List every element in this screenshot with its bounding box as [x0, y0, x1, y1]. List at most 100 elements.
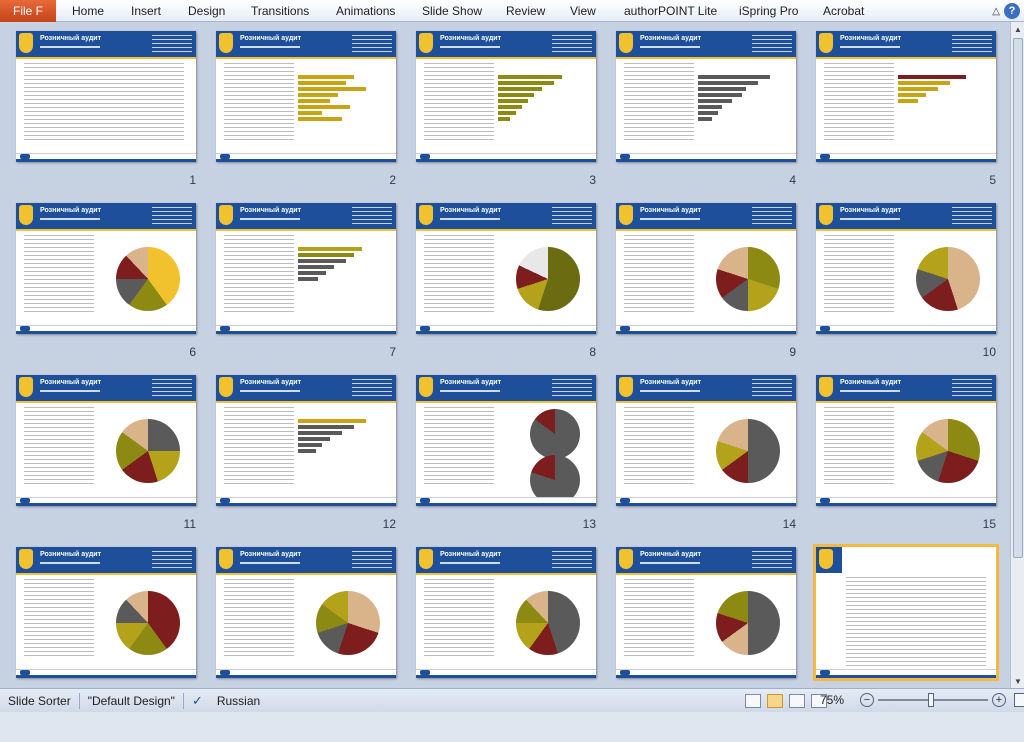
tab-view[interactable]: View	[570, 4, 596, 18]
slide-title: Розничный аудит	[640, 551, 701, 558]
status-bar: Slide Sorter "Default Design" ✓ Russian …	[0, 688, 1024, 712]
logo-icon	[819, 205, 833, 225]
logo-icon	[219, 377, 233, 397]
slide-thumbnail[interactable]: Розничный аудит	[616, 375, 796, 506]
slide-number: 13	[582, 517, 596, 531]
slide-thumbnail[interactable]: Розничный аудит	[416, 547, 596, 678]
logo-icon	[19, 33, 33, 53]
tab-ispring-pro[interactable]: iSpring Pro	[739, 4, 799, 18]
fit-to-window-button[interactable]	[1014, 693, 1024, 707]
slide-title: Розничный аудит	[440, 207, 501, 214]
slide-thumbnail[interactable]: Розничный аудит	[616, 547, 796, 678]
window-bottom-edge	[0, 712, 1024, 742]
logo-icon	[619, 33, 633, 53]
slide-number: 11	[183, 517, 196, 531]
slide-title: Розничный аудит	[440, 35, 501, 42]
slide-thumbnail[interactable]: Розничный аудит	[16, 203, 196, 334]
slide-number: 10	[982, 345, 996, 359]
slide-thumbnail[interactable]: Розничный аудит	[16, 31, 196, 162]
slide-title: Розничный аудит	[440, 379, 501, 386]
slide-thumbnail[interactable]: Розничный аудит	[416, 203, 596, 334]
logo-icon	[819, 549, 833, 569]
slide-thumbnail[interactable]: Розничный аудит	[216, 31, 396, 162]
slide-thumbnail[interactable]: Розничный аудит	[16, 547, 196, 678]
minimize-ribbon-icon[interactable]: △	[992, 5, 1000, 17]
slide-thumbnail[interactable]: Розничный аудит	[216, 375, 396, 506]
slide-number: 5	[989, 173, 996, 187]
logo-icon	[619, 377, 633, 397]
slide-number: 6	[189, 345, 196, 359]
theme-name[interactable]: "Default Design"	[87, 693, 175, 708]
logo-icon	[219, 549, 233, 569]
logo-icon	[19, 377, 33, 397]
scroll-thumb[interactable]	[1013, 38, 1023, 558]
tab-design[interactable]: Design	[188, 4, 226, 18]
logo-icon	[419, 549, 433, 569]
scroll-up-icon[interactable]: ▲	[1014, 24, 1022, 34]
slide-show-button[interactable]	[811, 694, 827, 708]
slide-title: Розничный аудит	[840, 35, 901, 42]
slide-title: Розничный аудит	[440, 551, 501, 558]
slide-title: Розничный аудит	[40, 207, 101, 214]
slide-title: Розничный аудит	[640, 35, 701, 42]
slide-thumbnail[interactable]: Розничный аудит	[616, 203, 796, 334]
slide-thumbnail[interactable]: Розничный аудит	[416, 375, 596, 506]
logo-icon	[219, 205, 233, 225]
slide-title: Розничный аудит	[40, 379, 101, 386]
slide-number: 14	[782, 517, 796, 531]
slide-thumbnail-selected[interactable]	[813, 544, 999, 681]
tab-slide-show[interactable]: Slide Show	[422, 4, 483, 18]
logo-icon	[619, 549, 633, 569]
slide-title: Розничный аудит	[240, 551, 301, 558]
tab-authorpoint-lite[interactable]: authorPOINT Lite	[624, 4, 718, 18]
slide-title: Розничный аудит	[40, 35, 101, 42]
slide-thumbnail[interactable]: Розничный аудит	[816, 203, 996, 334]
tab-transitions[interactable]: Transitions	[251, 4, 310, 18]
zoom-out-button[interactable]: −	[860, 693, 874, 707]
slide-thumbnail[interactable]: Розничный аудит	[416, 31, 596, 162]
logo-icon	[419, 33, 433, 53]
zoom-in-button[interactable]: +	[992, 693, 1006, 707]
slide-number: 1	[189, 173, 196, 187]
tab-insert[interactable]: Insert	[131, 4, 162, 18]
slide-number: 8	[589, 345, 596, 359]
help-icon[interactable]: ?	[1004, 3, 1020, 19]
vertical-scrollbar[interactable]: ▲ ▼	[1010, 22, 1024, 688]
slide-number: 7	[389, 345, 396, 359]
slide-thumbnail[interactable]: Розничный аудит	[216, 203, 396, 334]
slide-thumbnail[interactable]: Розничный аудит	[216, 547, 396, 678]
reading-view-button[interactable]	[789, 694, 805, 708]
tab-acrobat[interactable]: Acrobat	[823, 4, 865, 18]
logo-icon	[419, 205, 433, 225]
language-indicator[interactable]: Russian	[216, 693, 261, 708]
zoom-slider[interactable]	[878, 693, 988, 707]
slide-sorter-area: Розничный аудит 1 Розничный аудит 2 Розн…	[0, 22, 1010, 703]
slide-title: Розничный аудит	[40, 551, 101, 558]
spellcheck-icon[interactable]: ✓	[191, 692, 203, 708]
slide-title: Розничный аудит	[640, 379, 701, 386]
slide-number: 9	[789, 345, 796, 359]
view-name: Slide Sorter	[8, 693, 71, 708]
normal-view-button[interactable]	[745, 694, 761, 708]
slide-number: 3	[589, 173, 596, 187]
slide-thumbnail[interactable]: Розничный аудит	[616, 31, 796, 162]
slide-thumbnail[interactable]: Розничный аудит	[16, 375, 196, 506]
logo-icon	[819, 33, 833, 53]
tab-animations[interactable]: Animations	[336, 4, 396, 18]
ribbon-controls: △ ?	[992, 3, 1020, 19]
slide-thumbnail[interactable]: Розничный аудит	[816, 31, 996, 162]
scroll-down-icon[interactable]: ▼	[1014, 676, 1022, 686]
slide-thumbnail[interactable]: Розничный аудит	[816, 375, 996, 506]
logo-icon	[19, 549, 33, 569]
slide-sorter-view-button[interactable]	[767, 694, 783, 708]
slide-number: 15	[982, 517, 996, 531]
tab-home[interactable]: Home	[72, 4, 105, 18]
slide-title: Розничный аудит	[840, 207, 901, 214]
tab-review[interactable]: Review	[506, 4, 546, 18]
slide-title: Розничный аудит	[240, 379, 301, 386]
logo-icon	[419, 377, 433, 397]
tab-file[interactable]: File F	[0, 0, 56, 22]
slide-title: Розничный аудит	[240, 35, 301, 42]
slide-number: 4	[789, 173, 796, 187]
zoom-level[interactable]: 75%	[820, 693, 845, 707]
